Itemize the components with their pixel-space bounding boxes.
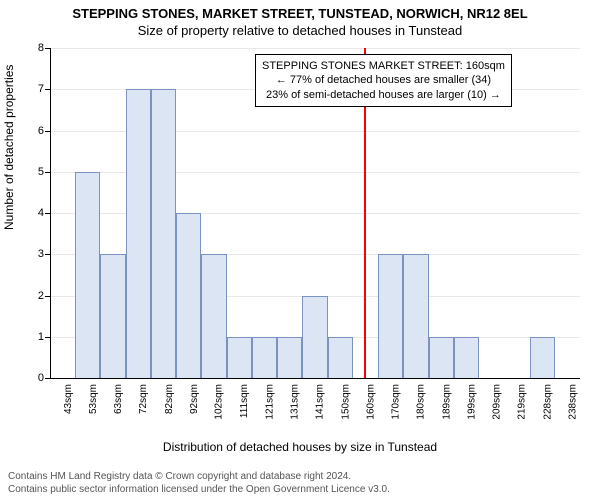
annotation-line: STEPPING STONES MARKET STREET: 160sqm: [262, 59, 505, 73]
x-tick-label: 131sqm: [290, 384, 301, 420]
histogram-bar: [201, 254, 226, 378]
y-axis-line: [50, 48, 51, 378]
x-tick-label: 180sqm: [416, 384, 427, 420]
histogram-bar: [176, 213, 201, 378]
y-tick-label: 5: [24, 166, 44, 178]
x-tick-label: 82sqm: [164, 384, 175, 414]
annotation-line: ← 77% of detached houses are smaller (34…: [262, 73, 505, 87]
histogram-bar: [151, 89, 176, 378]
x-tick-label: 92sqm: [189, 384, 200, 414]
y-tick-label: 6: [24, 125, 44, 137]
y-tick-label: 2: [24, 290, 44, 302]
x-tick-label: 53sqm: [88, 384, 99, 414]
histogram-bar: [454, 337, 479, 378]
y-tick-label: 0: [24, 372, 44, 384]
x-tick-label: 102sqm: [214, 384, 225, 420]
chart-subtitle: Size of property relative to detached ho…: [0, 21, 600, 38]
y-tick-label: 7: [24, 83, 44, 95]
annotation-line: 23% of semi-detached houses are larger (…: [262, 88, 505, 102]
x-tick-label: 72sqm: [138, 384, 149, 414]
y-tick-label: 4: [24, 207, 44, 219]
x-tick-label: 170sqm: [391, 384, 402, 420]
x-tick-label: 111sqm: [239, 384, 250, 418]
x-tick-label: 43sqm: [63, 384, 74, 414]
histogram-bar: [429, 337, 454, 378]
x-axis-line: [50, 378, 580, 379]
x-tick-label: 238sqm: [567, 384, 578, 420]
x-tick-label: 150sqm: [340, 384, 351, 420]
histogram-bar: [100, 254, 125, 378]
histogram-bar: [328, 337, 353, 378]
histogram-bar: [227, 337, 252, 378]
histogram-bar: [75, 172, 100, 378]
x-tick-label: 209sqm: [492, 384, 503, 420]
annotation-box: STEPPING STONES MARKET STREET: 160sqm← 7…: [255, 54, 512, 107]
plot-region: 01234567843sqm53sqm63sqm72sqm82sqm92sqm1…: [50, 48, 580, 378]
y-tick-label: 1: [24, 331, 44, 343]
histogram-bar: [302, 296, 327, 379]
x-tick-label: 228sqm: [542, 384, 553, 420]
histogram-bar: [403, 254, 428, 378]
x-axis-label: Distribution of detached houses by size …: [0, 440, 600, 454]
histogram-bar: [126, 89, 151, 378]
chart-address-title: STEPPING STONES, MARKET STREET, TUNSTEAD…: [0, 0, 600, 21]
histogram-bar: [378, 254, 403, 378]
x-tick-label: 121sqm: [265, 384, 276, 420]
attribution-footer: Contains HM Land Registry data © Crown c…: [8, 471, 390, 496]
x-tick-label: 219sqm: [517, 384, 528, 420]
histogram-bar: [277, 337, 302, 378]
x-tick-label: 141sqm: [315, 384, 326, 420]
footer-line-1: Contains HM Land Registry data © Crown c…: [8, 471, 390, 484]
histogram-bar: [530, 337, 555, 378]
gridline: [50, 48, 580, 49]
x-tick-label: 63sqm: [113, 384, 124, 414]
histogram-bar: [252, 337, 277, 378]
y-tick-label: 3: [24, 248, 44, 260]
y-tick-label: 8: [24, 42, 44, 54]
x-tick-label: 160sqm: [365, 384, 376, 420]
chart-area: 01234567843sqm53sqm63sqm72sqm82sqm92sqm1…: [50, 48, 580, 408]
y-axis-label: Number of detached properties: [2, 65, 16, 230]
x-tick-label: 189sqm: [441, 384, 452, 420]
footer-line-2: Contains public sector information licen…: [8, 484, 390, 497]
x-tick-label: 199sqm: [466, 384, 477, 420]
